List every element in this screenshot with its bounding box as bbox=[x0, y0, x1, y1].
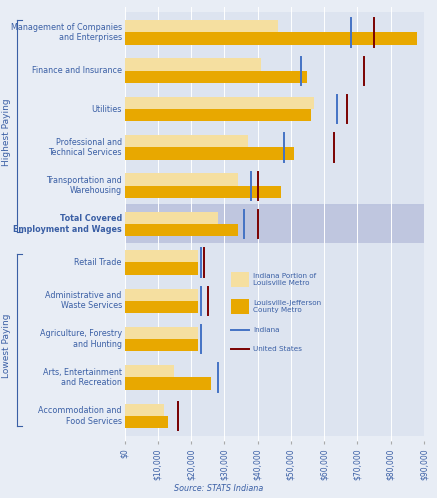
Bar bbox=[125, 58, 261, 71]
Bar bbox=[125, 12, 424, 206]
Bar bbox=[125, 32, 417, 45]
Text: Indiana Portion of
Louisville Metro: Indiana Portion of Louisville Metro bbox=[253, 273, 316, 286]
Text: Lowest Paying: Lowest Paying bbox=[2, 314, 11, 378]
Bar bbox=[125, 301, 198, 313]
Text: Louisville-Jefferson
County Metro: Louisville-Jefferson County Metro bbox=[253, 300, 321, 313]
Bar bbox=[125, 288, 198, 301]
Bar bbox=[125, 204, 424, 244]
Bar bbox=[231, 272, 249, 287]
Bar bbox=[125, 147, 294, 160]
Bar bbox=[125, 109, 311, 122]
Bar bbox=[125, 173, 238, 186]
Bar bbox=[125, 243, 424, 436]
Text: Source: STATS Indiana: Source: STATS Indiana bbox=[174, 484, 263, 493]
Bar bbox=[125, 327, 198, 339]
Bar bbox=[125, 97, 314, 109]
Bar bbox=[125, 186, 281, 198]
Bar bbox=[231, 299, 249, 314]
Bar bbox=[125, 377, 211, 390]
Text: Highest Paying: Highest Paying bbox=[2, 98, 11, 166]
Bar bbox=[125, 212, 218, 224]
Bar bbox=[125, 224, 238, 237]
Bar bbox=[125, 339, 198, 352]
Bar bbox=[125, 20, 277, 32]
Bar bbox=[125, 365, 174, 377]
Text: Indiana: Indiana bbox=[253, 327, 280, 333]
Bar bbox=[125, 250, 198, 262]
Bar bbox=[125, 416, 168, 428]
Bar bbox=[125, 71, 308, 83]
Text: United States: United States bbox=[253, 346, 302, 352]
Bar bbox=[125, 262, 198, 275]
Bar bbox=[125, 403, 164, 416]
Bar bbox=[125, 135, 248, 147]
